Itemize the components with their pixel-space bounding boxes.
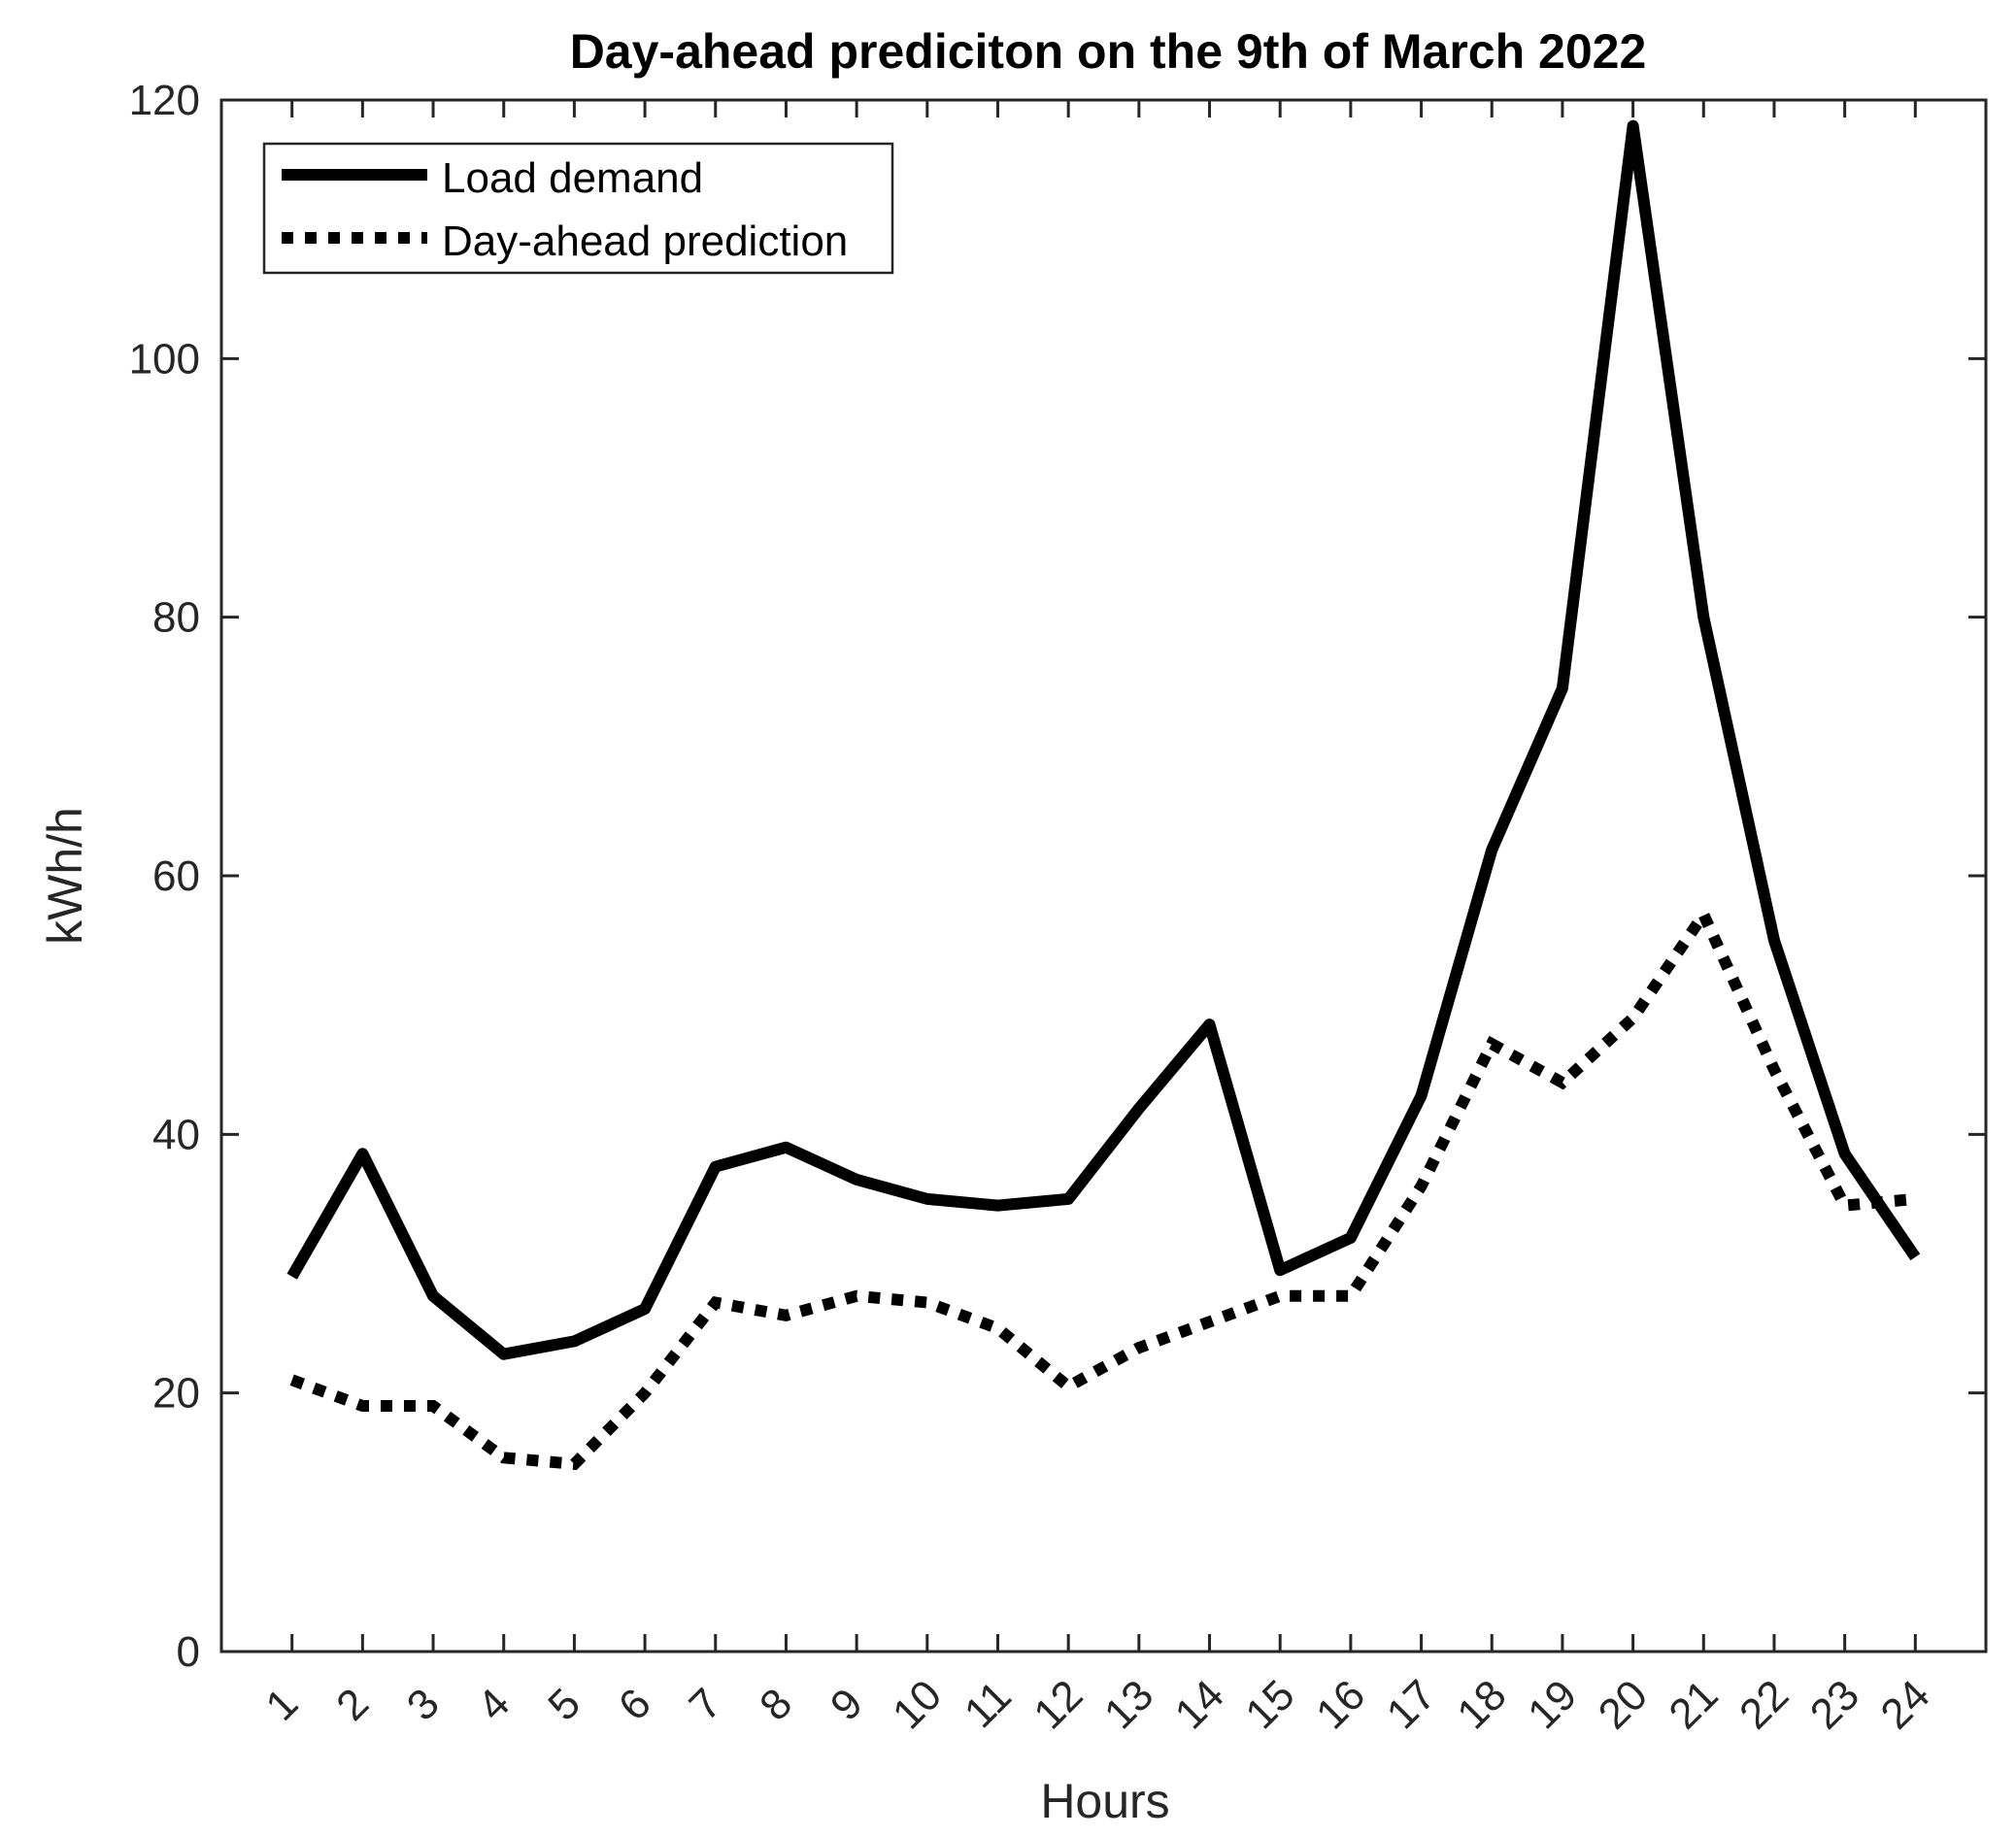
x-tick-label: 4 bbox=[468, 1680, 519, 1730]
x-tick-label: 9 bbox=[822, 1680, 872, 1730]
x-tick-label: 21 bbox=[1660, 1671, 1727, 1738]
series-line-load-demand bbox=[286, 119, 1921, 1360]
x-tick-label: 2 bbox=[327, 1680, 378, 1730]
x-tick-label: 8 bbox=[751, 1680, 801, 1730]
x-tick-label: 23 bbox=[1801, 1671, 1868, 1738]
series-line-day-ahead-prediction bbox=[289, 902, 1916, 1471]
x-tick-label: 16 bbox=[1307, 1671, 1374, 1738]
y-axis-label: kWh/h bbox=[38, 807, 92, 945]
x-tick-label: 14 bbox=[1166, 1671, 1233, 1738]
x-tick-label: 19 bbox=[1519, 1671, 1586, 1738]
x-tick-label: 5 bbox=[539, 1680, 589, 1730]
chart-title: Day-ahead prediciton on the 9th of March… bbox=[570, 24, 1647, 79]
y-axis-ticks: 0 20 40 60 80 100 120 bbox=[129, 77, 1986, 1676]
legend-label-day-ahead-prediction: Day-ahead prediction bbox=[442, 217, 848, 265]
x-tick-label: 18 bbox=[1448, 1671, 1515, 1738]
x-tick-label: 3 bbox=[398, 1680, 449, 1730]
x-tick-label: 20 bbox=[1590, 1671, 1657, 1738]
x-tick-label: 10 bbox=[884, 1671, 951, 1738]
x-axis-ticks: 1 2 3 4 5 6 7 8 9 10 11 12 13 14 15 16 17 18 19 20 21 22 23 24 bbox=[256, 100, 1939, 1738]
y-tick-label: 100 bbox=[129, 335, 200, 383]
x-tick-label: 6 bbox=[610, 1680, 660, 1730]
x-tick-label: 1 bbox=[256, 1680, 307, 1730]
x-tick-label: 13 bbox=[1095, 1671, 1162, 1738]
y-tick-label: 60 bbox=[152, 852, 200, 900]
y-tick-label: 120 bbox=[129, 77, 200, 124]
x-tick-label: 22 bbox=[1730, 1671, 1798, 1738]
x-tick-label: 17 bbox=[1378, 1671, 1445, 1738]
legend: Load demand Day-ahead prediction bbox=[262, 142, 894, 275]
series-lines bbox=[286, 119, 1921, 1471]
x-tick-label: 11 bbox=[956, 1672, 1021, 1737]
plot-area bbox=[219, 98, 1988, 1653]
y-tick-label: 20 bbox=[152, 1370, 200, 1418]
x-tick-label: 12 bbox=[1025, 1671, 1092, 1738]
y-tick-label: 80 bbox=[152, 594, 200, 642]
legend-box bbox=[262, 142, 894, 275]
y-tick-label: 0 bbox=[177, 1628, 200, 1676]
x-tick-label: 15 bbox=[1236, 1671, 1303, 1738]
x-tick-label: 7 bbox=[681, 1680, 731, 1730]
x-axis-label: Hours bbox=[1040, 1774, 1169, 1828]
x-tick-label: 24 bbox=[1871, 1671, 1938, 1738]
y-tick-label: 40 bbox=[152, 1111, 200, 1158]
legend-label-load-demand: Load demand bbox=[442, 154, 703, 202]
